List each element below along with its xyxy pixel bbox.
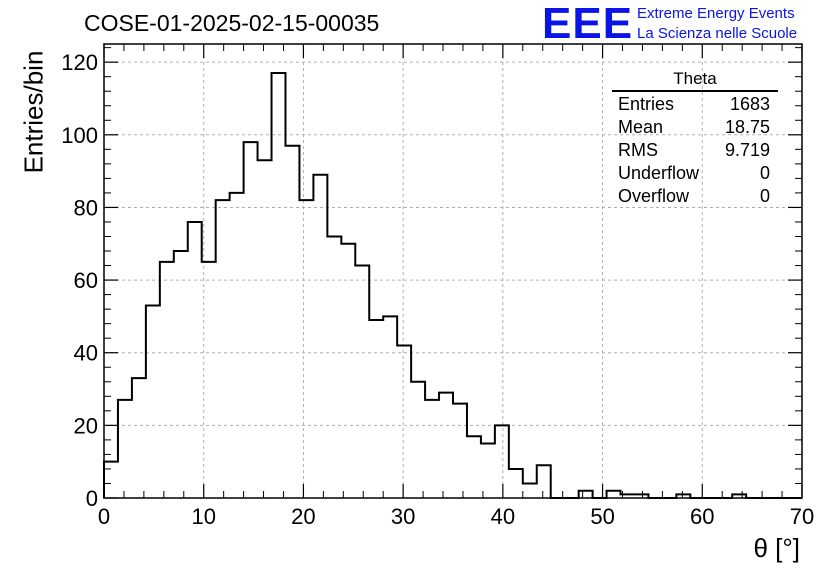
stats-row-underflow: Underflow 0 [610,162,780,185]
x-tick-label: 60 [690,504,714,529]
y-tick-label: 20 [74,413,98,438]
stats-value: 9.719 [724,140,770,160]
y-tick-label: 100 [61,123,98,148]
x-tick-label: 10 [191,504,215,529]
stats-value: 0 [759,186,770,206]
x-tick-label: 30 [391,504,415,529]
stats-row-entries: Entries 1683 [610,93,780,116]
stats-title: Theta [612,69,778,92]
stats-label: Underflow [618,163,700,183]
stats-box: Theta Entries 1683 Mean 18.75 RMS 9.719 … [610,69,780,208]
x-tick-label: 0 [98,504,110,529]
x-tick-label: 70 [790,504,814,529]
stats-label: Overflow [618,186,690,206]
y-tick-label: 120 [61,50,98,75]
y-axis-label: Entries/bin [18,50,49,174]
y-tick-label: 0 [86,486,98,511]
stats-value: 18.75 [724,117,770,137]
x-tick-label: 20 [291,504,315,529]
eee-logo: EEE [542,0,634,48]
stats-value: 1683 [729,94,770,114]
x-axis-label: θ [°] [753,533,800,563]
histogram-series [103,72,802,499]
stats-value: 0 [759,163,770,183]
chart-title: COSE-01-2025-02-15-00035 [84,10,380,36]
stats-row-mean: Mean 18.75 [610,116,780,139]
y-tick-label: 80 [74,195,98,220]
stats-label: Entries [618,94,675,114]
logo-line-2: La Scienza nelle Scuole [637,25,798,42]
stats-row-overflow: Overflow 0 [610,185,780,208]
x-tick-label: 50 [590,504,614,529]
y-tick-label: 60 [74,268,98,293]
plot-frame [103,43,803,499]
y-tick-label: 40 [74,341,98,366]
x-tick-label: 40 [491,504,515,529]
stats-label: Mean [618,117,664,137]
stats-row-rms: RMS 9.719 [610,139,780,162]
logo-line-1: Extreme Energy Events [637,5,795,22]
stats-label: RMS [618,140,658,160]
